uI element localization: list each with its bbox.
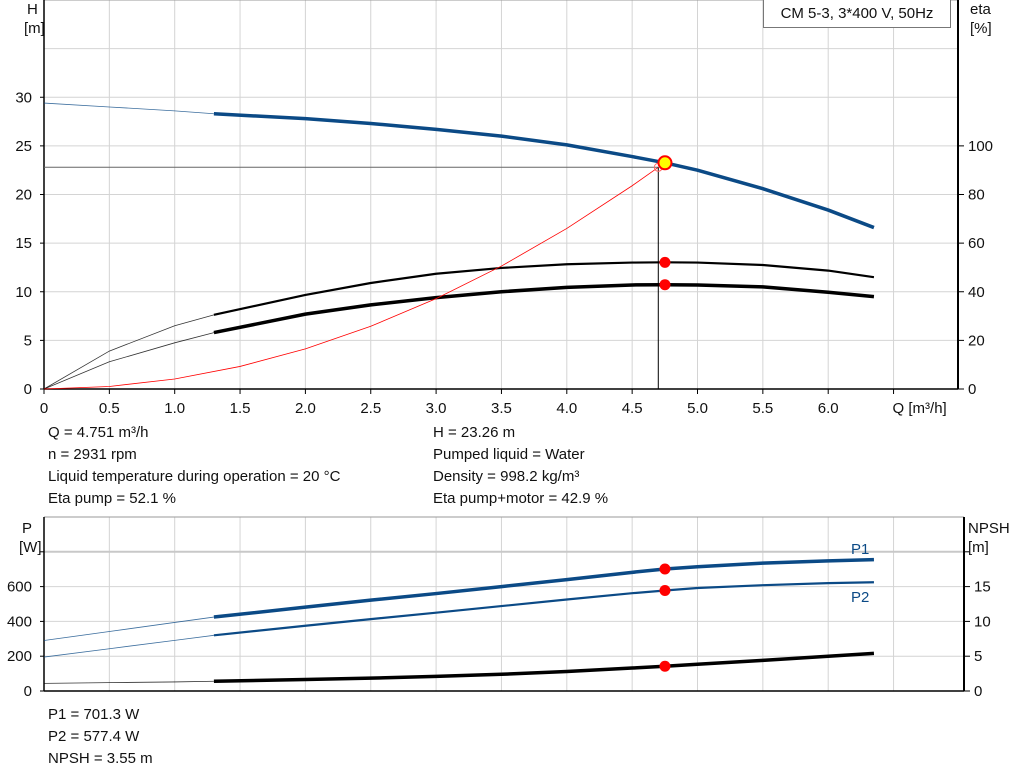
x-tick-label: 1.0 xyxy=(164,400,185,417)
npsh-duty-point xyxy=(659,660,671,672)
left-axis-unit: [W] xyxy=(19,539,42,556)
p2-duty-point xyxy=(659,585,671,597)
left-tick-label: 400 xyxy=(7,613,32,630)
x-tick-label: 4.5 xyxy=(622,400,643,417)
info-head: H = 23.26 m xyxy=(433,424,516,441)
curve-P2 xyxy=(213,581,874,637)
info-liquid: Pumped liquid = Water xyxy=(433,446,585,463)
right-axis-unit: [m] xyxy=(968,539,989,556)
right-tick-label: 20 xyxy=(968,332,985,349)
left-axis-unit: [m] xyxy=(24,20,45,37)
info-eta-pump: Eta pump = 52.1 % xyxy=(48,490,176,507)
left-tick-label: 20 xyxy=(15,187,32,204)
x-tick-label: 0 xyxy=(40,400,48,417)
p1-duty-point xyxy=(659,563,671,575)
right-tick-label: 60 xyxy=(968,235,985,252)
x-tick-label: 4.0 xyxy=(556,400,577,417)
x-tick-label: 5.0 xyxy=(687,400,708,417)
curve-NPSH-extrapolated xyxy=(43,680,214,684)
curve-eta_pump_motor-extrapolated xyxy=(43,332,215,390)
eta-total-duty-point xyxy=(659,279,671,291)
curve-NPSH xyxy=(213,651,875,684)
info-p2: P2 = 577.4 W xyxy=(48,728,140,745)
chart-title-legend: CM 5-3, 3*400 V, 50Hz xyxy=(763,0,951,28)
curve-P1 xyxy=(213,557,874,619)
right-axis-unit: [%] xyxy=(970,20,992,37)
x-tick-label: 1.5 xyxy=(230,400,251,417)
info-eta-total: Eta pump+motor = 42.9 % xyxy=(433,490,609,507)
right-axis-title: eta xyxy=(970,1,992,18)
x-tick-label: 0.5 xyxy=(99,400,120,417)
left-tick-label: 0 xyxy=(24,381,32,398)
p1-series-label: P1 xyxy=(851,541,869,558)
eta-pump-duty-point xyxy=(659,256,671,268)
x-tick-label: 6.0 xyxy=(818,400,839,417)
right-tick-label: 15 xyxy=(974,579,991,596)
right-tick-label: 0 xyxy=(974,683,982,700)
p2-series-label: P2 xyxy=(851,589,869,606)
left-tick-label: 10 xyxy=(15,284,32,301)
x-tick-label: 3.5 xyxy=(491,400,512,417)
curve-P2-extrapolated xyxy=(43,634,214,658)
operating-point-marker xyxy=(657,155,673,171)
x-tick-label: 2.5 xyxy=(360,400,381,417)
info-p1: P1 = 701.3 W xyxy=(48,706,140,723)
info-speed: n = 2931 rpm xyxy=(48,446,137,463)
x-tick-label: 2.0 xyxy=(295,400,316,417)
right-tick-label: 10 xyxy=(974,613,991,630)
curve-H-extrapolated xyxy=(43,102,214,115)
left-tick-label: 5 xyxy=(24,332,32,349)
right-tick-label: 100 xyxy=(968,138,993,155)
curve-eta_pump_motor xyxy=(213,282,875,335)
left-tick-label: 25 xyxy=(15,138,32,155)
curve-eta_pump-extrapolated xyxy=(43,314,215,390)
left-tick-label: 200 xyxy=(7,648,32,665)
curve-H xyxy=(213,112,875,230)
left-tick-label: 0 xyxy=(24,683,32,700)
right-axis-title: NPSH xyxy=(968,520,1010,537)
curve-eta_pump xyxy=(213,261,875,316)
curve-P1-extrapolated xyxy=(43,616,214,641)
right-tick-label: 80 xyxy=(968,187,985,204)
left-axis-title: H xyxy=(27,1,38,18)
x-tick-label: 3.0 xyxy=(426,400,447,417)
right-tick-label: 0 xyxy=(968,381,976,398)
left-axis-title: P xyxy=(22,520,32,537)
x-tick-label: 5.5 xyxy=(752,400,773,417)
info-q: Q = 4.751 m³/h xyxy=(48,424,149,441)
info-density: Density = 998.2 kg/m³ xyxy=(433,468,580,485)
left-tick-label: 600 xyxy=(7,579,32,596)
right-tick-label: 5 xyxy=(974,648,982,665)
x-axis-title: Q [m³/h] xyxy=(893,400,947,417)
left-tick-label: 15 xyxy=(15,235,32,252)
right-tick-label: 40 xyxy=(968,284,985,301)
info-temperature: Liquid temperature during operation = 20… xyxy=(48,468,341,485)
info-npsh: NPSH = 3.55 m xyxy=(48,750,153,767)
curve-system_curve xyxy=(43,166,659,390)
left-tick-label: 30 xyxy=(15,89,32,106)
